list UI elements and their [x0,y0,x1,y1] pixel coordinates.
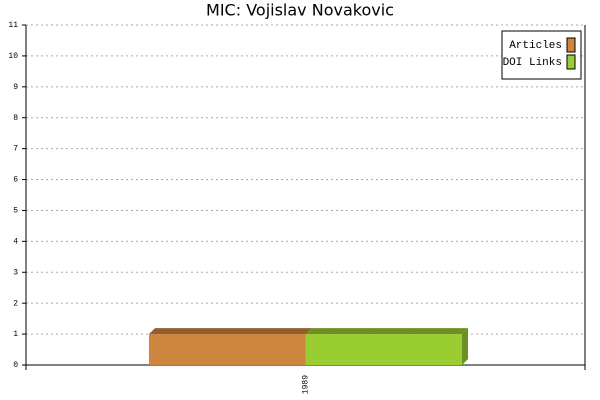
legend-label: Articles [509,40,562,52]
bar [305,334,463,365]
bar [148,334,306,365]
bar-side [462,328,469,365]
y-tick-label: 3 [13,268,18,277]
y-tick-label: 7 [13,145,18,154]
bar-top [148,328,312,335]
legend-swatch [566,37,576,53]
y-tick-label: 8 [13,114,18,123]
y-tick-label: 1 [13,330,18,339]
y-tick-label: 5 [13,207,18,216]
x-tick-label: 1989 [302,375,311,394]
y-tick-label: 9 [13,83,18,92]
y-tick-label: 6 [13,176,18,185]
bar-top [305,328,469,335]
y-tick-label: 10 [8,52,18,61]
y-tick-label: 11 [8,21,18,30]
y-tick-label: 0 [13,361,18,370]
y-tick-label: 2 [13,299,18,308]
legend-label: DOI Links [503,57,562,69]
y-tick-label: 4 [13,237,18,246]
legend-swatch [566,54,576,70]
chart-title: MIC: Vojislav Novakovic [206,1,394,20]
